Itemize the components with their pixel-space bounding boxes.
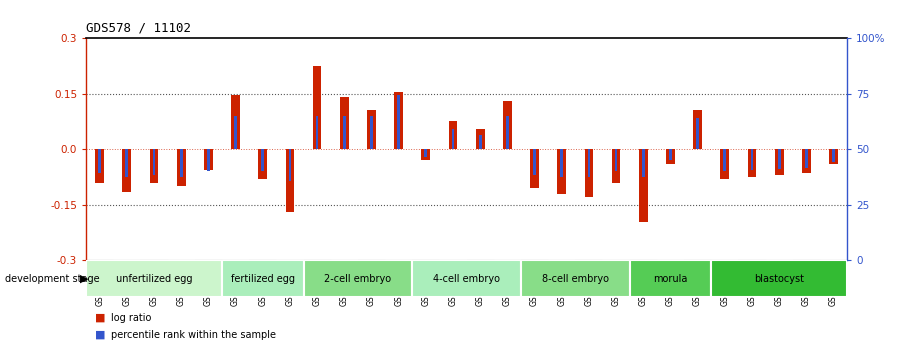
Bar xyxy=(630,260,711,297)
Bar xyxy=(832,149,834,162)
Bar xyxy=(179,149,182,177)
Bar xyxy=(177,149,186,186)
Bar xyxy=(720,149,729,179)
Bar xyxy=(424,149,427,157)
Bar xyxy=(560,149,563,177)
Bar xyxy=(304,260,412,297)
Text: development stage: development stage xyxy=(5,274,99,284)
Bar xyxy=(288,149,291,181)
Bar xyxy=(412,260,521,297)
Text: log ratio: log ratio xyxy=(111,313,152,323)
Bar xyxy=(95,149,104,183)
Bar xyxy=(231,96,240,149)
Text: unfertilized egg: unfertilized egg xyxy=(116,274,192,284)
Text: morula: morula xyxy=(653,274,688,284)
Bar xyxy=(122,149,131,192)
Bar xyxy=(478,135,482,149)
Bar xyxy=(584,149,593,197)
Bar xyxy=(261,149,265,171)
Bar xyxy=(711,260,847,297)
Bar xyxy=(313,66,322,149)
Bar xyxy=(777,149,780,169)
Bar xyxy=(530,149,539,188)
Text: 4-cell embryo: 4-cell embryo xyxy=(433,274,500,284)
Bar xyxy=(666,149,675,164)
Bar xyxy=(533,149,535,175)
Bar xyxy=(829,149,838,164)
Bar xyxy=(521,260,630,297)
Bar xyxy=(805,149,807,168)
Text: ▶: ▶ xyxy=(80,274,88,284)
Text: GDS578 / 11102: GDS578 / 11102 xyxy=(86,21,191,34)
Bar xyxy=(207,149,209,171)
Bar xyxy=(204,149,213,170)
Bar xyxy=(503,101,512,149)
Bar xyxy=(258,149,267,179)
Bar xyxy=(750,149,753,170)
Bar xyxy=(451,129,454,149)
Bar xyxy=(340,97,349,149)
Bar xyxy=(693,110,702,149)
Bar xyxy=(367,110,376,149)
Bar xyxy=(342,116,345,149)
Text: fertilized egg: fertilized egg xyxy=(231,274,294,284)
Bar xyxy=(222,260,304,297)
Bar xyxy=(506,116,508,149)
Bar xyxy=(557,149,566,194)
Text: ■: ■ xyxy=(95,330,106,339)
Bar xyxy=(723,149,726,171)
Bar xyxy=(86,260,222,297)
Bar xyxy=(448,121,458,149)
Bar xyxy=(775,149,784,175)
Text: percentile rank within the sample: percentile rank within the sample xyxy=(111,330,276,339)
Bar xyxy=(747,149,757,177)
Text: 2-cell embryo: 2-cell embryo xyxy=(324,274,391,284)
Bar xyxy=(394,92,403,149)
Bar xyxy=(315,116,318,149)
Bar xyxy=(612,149,621,183)
Bar xyxy=(397,96,400,149)
Bar xyxy=(149,149,159,183)
Bar xyxy=(669,149,671,160)
Bar xyxy=(125,149,129,177)
Bar xyxy=(421,149,430,160)
Text: ■: ■ xyxy=(95,313,106,323)
Bar xyxy=(152,149,155,175)
Text: blastocyst: blastocyst xyxy=(754,274,805,284)
Text: 8-cell embryo: 8-cell embryo xyxy=(542,274,609,284)
Bar xyxy=(802,149,811,173)
Bar xyxy=(370,116,372,149)
Bar xyxy=(641,149,644,177)
Bar xyxy=(98,149,101,173)
Bar xyxy=(614,149,617,171)
Bar xyxy=(234,116,236,149)
Bar xyxy=(639,149,648,221)
Bar xyxy=(476,129,485,149)
Bar xyxy=(285,149,294,212)
Bar xyxy=(587,149,590,177)
Bar xyxy=(696,118,699,149)
